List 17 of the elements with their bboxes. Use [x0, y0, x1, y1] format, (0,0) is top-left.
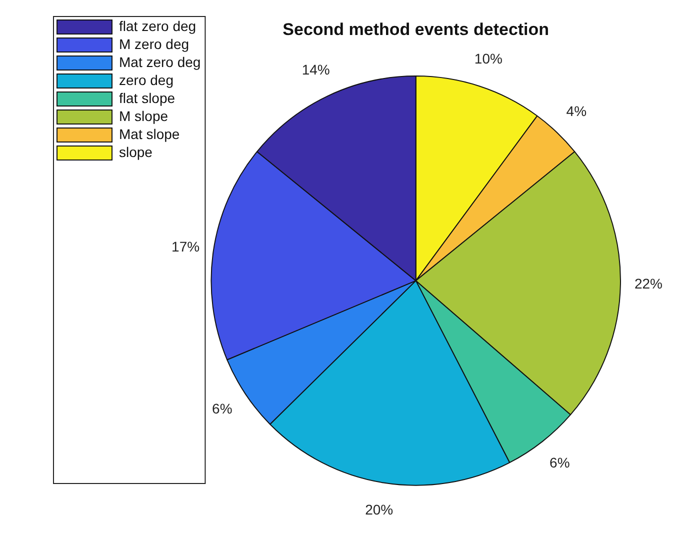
data-label: 4%	[566, 103, 587, 120]
data-label: 22%	[634, 275, 662, 292]
data-label: 14%	[302, 62, 330, 78]
legend-label: Mat zero deg	[119, 54, 201, 70]
data-label: 10%	[474, 50, 502, 67]
data-label: 6%	[212, 400, 232, 416]
chart-title: Second method events detection	[282, 20, 550, 39]
legend-label: Mat slope	[119, 126, 180, 142]
legend-label: M slope	[119, 108, 168, 124]
data-label: 17%	[172, 238, 200, 254]
data-label: 6%	[550, 454, 570, 470]
data-label: 20%	[365, 501, 394, 518]
legend-label: flat zero deg	[119, 18, 196, 34]
legend-label: flat slope	[119, 90, 176, 106]
legend-label: zero deg	[119, 72, 174, 88]
legend-label: slope	[119, 144, 153, 160]
legend-label: M zero deg	[119, 36, 190, 52]
